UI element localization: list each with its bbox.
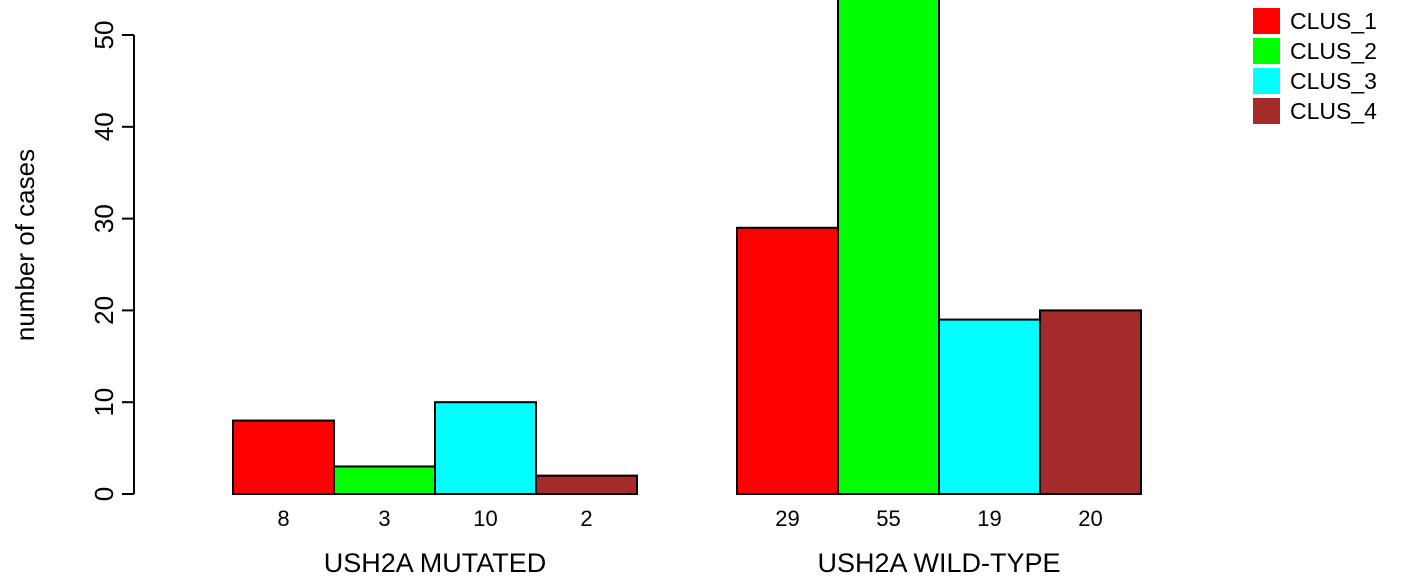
y-axis-label: number of cases bbox=[10, 149, 40, 341]
y-tick-label: 50 bbox=[89, 21, 119, 50]
legend-swatch bbox=[1253, 8, 1280, 34]
bar-value-label: 55 bbox=[876, 506, 900, 531]
bars-layer bbox=[232, 0, 1142, 496]
bar-value-label: 10 bbox=[473, 506, 497, 531]
bar-1-clus-4 bbox=[535, 474, 638, 496]
bar-value-label: 8 bbox=[277, 506, 289, 531]
y-tick-label: 20 bbox=[89, 296, 119, 325]
legend: CLUS_1 CLUS_2 CLUS_3 CLUS_4 bbox=[1253, 8, 1377, 124]
bar-value-label: 20 bbox=[1078, 506, 1102, 531]
legend-swatch bbox=[1253, 68, 1280, 94]
bar-1-clus-3 bbox=[434, 401, 537, 496]
legend-label: CLUS_2 bbox=[1290, 38, 1377, 64]
bar-1-clus-1 bbox=[232, 419, 335, 495]
bar-1-clus-2 bbox=[333, 465, 436, 495]
y-tick-label: 40 bbox=[89, 112, 119, 141]
bar-2-clus-4 bbox=[1039, 309, 1142, 495]
group-label: USH2A MUTATED bbox=[324, 548, 547, 577]
legend-swatch bbox=[1253, 38, 1280, 64]
legend-swatch bbox=[1253, 98, 1280, 124]
legend-label: CLUS_1 bbox=[1290, 8, 1377, 34]
bar-2-clus-1 bbox=[736, 226, 839, 495]
y-tick-label: 30 bbox=[89, 204, 119, 233]
legend-label: CLUS_4 bbox=[1290, 98, 1377, 124]
y-tick-label: 10 bbox=[89, 388, 119, 417]
x-labels-layer: 8 3 10 2 USH2A MUTATED 29 55 19 20 USH2A WILD-TYP… bbox=[277, 506, 1102, 577]
bar-2-clus-2 bbox=[837, 0, 940, 495]
bar-2-clus-3 bbox=[938, 318, 1041, 495]
bar-value-label: 19 bbox=[977, 506, 1001, 531]
bar-value-label: 2 bbox=[580, 506, 592, 531]
group-label: USH2A WILD-TYPE bbox=[817, 548, 1060, 577]
y-axis: 0 10 20 30 40 50 bbox=[89, 21, 135, 501]
bar-value-label: 29 bbox=[775, 506, 799, 531]
y-tick-label: 0 bbox=[89, 487, 119, 501]
legend-label: CLUS_3 bbox=[1290, 68, 1377, 94]
bar-value-label: 3 bbox=[378, 506, 390, 531]
